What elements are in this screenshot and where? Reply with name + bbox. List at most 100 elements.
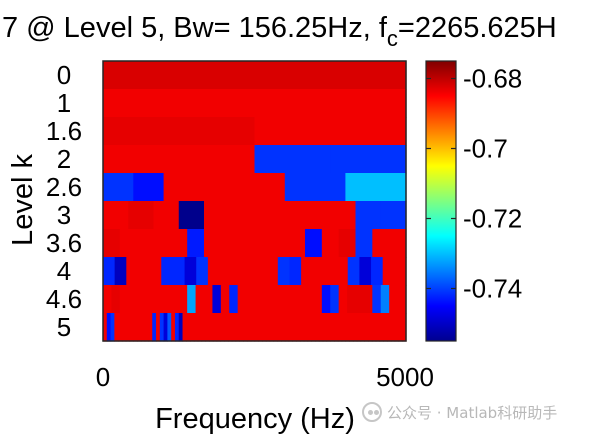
- watermark: 公众号 · Matlab科研助手: [362, 399, 557, 425]
- heatmap-cell: [347, 257, 360, 286]
- y-tick-label: 2: [57, 144, 71, 174]
- heatmap-cell: [347, 285, 357, 314]
- heatmap-cell: [119, 285, 129, 314]
- heatmap-cell: [133, 313, 138, 342]
- heatmap-cell: [178, 285, 188, 314]
- heatmap-cell: [394, 313, 400, 342]
- heatmap-cell: [318, 313, 324, 342]
- heatmap-cell: [254, 313, 259, 342]
- y-tick-label: 4: [57, 256, 71, 286]
- heatmap-cell: [279, 201, 306, 230]
- heatmap-cell: [207, 257, 221, 286]
- heatmap-cell: [196, 257, 209, 286]
- heatmap-cell: [281, 313, 286, 342]
- heatmap-cell: [262, 313, 267, 342]
- heatmap-cell: [402, 313, 407, 342]
- heatmap-cell: [394, 257, 407, 286]
- heatmap-cell: [371, 257, 384, 286]
- heatmap-cell: [172, 257, 186, 286]
- heatmap-cell: [237, 229, 256, 258]
- heatmap-cell: [224, 313, 229, 342]
- heatmap-cell: [330, 145, 407, 174]
- y-tick-label: 0: [57, 60, 71, 90]
- heatmap-cell: [322, 313, 328, 342]
- heatmap-cell: [371, 313, 377, 342]
- heatmap-cell: [133, 173, 165, 202]
- heatmap-cell: [355, 201, 382, 230]
- heatmap-cell: [159, 313, 165, 342]
- heatmap-cell: [305, 229, 323, 258]
- heatmap-cell: [128, 201, 155, 230]
- colorbar-tick-label: -0.7: [463, 134, 508, 164]
- x-axis-label: Frequency (Hz): [155, 403, 355, 435]
- heatmap-cell: [315, 173, 346, 202]
- heatmap-cell: [250, 313, 256, 342]
- heatmap-cell: [156, 313, 161, 342]
- heatmap-cell: [389, 229, 407, 258]
- heatmap-cell: [170, 229, 188, 258]
- heatmap-cell: [296, 313, 301, 342]
- heatmap-cell: [368, 313, 373, 342]
- heatmap-cell: [303, 313, 309, 342]
- x-tick-5000: 5000: [376, 362, 434, 392]
- heatmap-cell: [337, 313, 343, 342]
- heatmap-cell: [145, 285, 155, 314]
- heatmap-cell: [205, 313, 210, 342]
- heatmap-cell: [262, 285, 272, 314]
- heatmap-cell: [193, 313, 199, 342]
- heatmap-cell: [121, 313, 127, 342]
- heatmap-cell: [359, 257, 372, 286]
- heatmap-cell: [382, 257, 395, 286]
- heatmap-cell: [103, 313, 108, 342]
- heatmap-cell: [254, 229, 272, 258]
- heatmap-cell: [237, 285, 247, 314]
- heatmap-cell: [163, 173, 195, 202]
- heatmap-cell: [103, 173, 134, 202]
- heatmap-cell: [153, 201, 180, 230]
- heatmap-cell: [288, 285, 298, 314]
- heatmap-cell: [288, 313, 293, 342]
- heatmap-cell: [380, 285, 390, 314]
- heatmap-cell: [301, 257, 314, 286]
- colorbar-tick-label: -0.68: [463, 64, 522, 94]
- heatmap-cell: [380, 201, 407, 230]
- heatmap-cell: [204, 285, 214, 314]
- heatmap-cell: [161, 257, 174, 286]
- heatmap-cell: [129, 313, 134, 342]
- plot-frame: [102, 60, 407, 342]
- heatmap-cell: [387, 313, 392, 342]
- heatmap-cell: [345, 313, 350, 342]
- heatmap-cell: [254, 145, 331, 174]
- x-tick-0: 0: [96, 362, 110, 392]
- wechat-icon: [362, 402, 382, 422]
- heatmap-cell: [126, 257, 139, 286]
- chart-title: 7 @ Level 5, Bw= 156.25Hz, fc=2265.625H: [2, 12, 557, 51]
- heatmap-cell: [271, 285, 281, 314]
- heatmap-cell: [184, 257, 197, 286]
- chart-title-tail: =2265.625H: [398, 12, 557, 44]
- colorbar-tick-label: -0.72: [463, 204, 522, 234]
- heatmap-cell: [269, 313, 275, 342]
- heatmap-cell: [277, 257, 291, 286]
- heatmap-cell: [363, 285, 373, 314]
- heatmap-cell: [204, 229, 222, 258]
- heatmap-cell: [345, 173, 377, 202]
- heatmap-cell: [137, 257, 151, 286]
- heatmap-cell: [246, 313, 252, 342]
- heatmap-cell: [212, 313, 218, 342]
- heatmap-cell: [128, 285, 138, 314]
- heatmap-cell: [334, 313, 339, 342]
- heatmap-cell: [254, 117, 407, 146]
- heatmap-cell: [288, 229, 306, 258]
- heatmap-cell: [349, 313, 354, 342]
- heatmap-cell: [114, 313, 119, 342]
- heatmap-cell: [397, 285, 407, 314]
- heatmap-cell: [305, 285, 315, 314]
- heatmap-cell: [187, 229, 205, 258]
- heatmap-cell: [383, 313, 388, 342]
- heatmap-cell: [279, 285, 289, 314]
- heatmap-cell: [321, 285, 331, 314]
- chart-title-subscript: c: [387, 26, 398, 51]
- heatmap-cell: [161, 285, 171, 314]
